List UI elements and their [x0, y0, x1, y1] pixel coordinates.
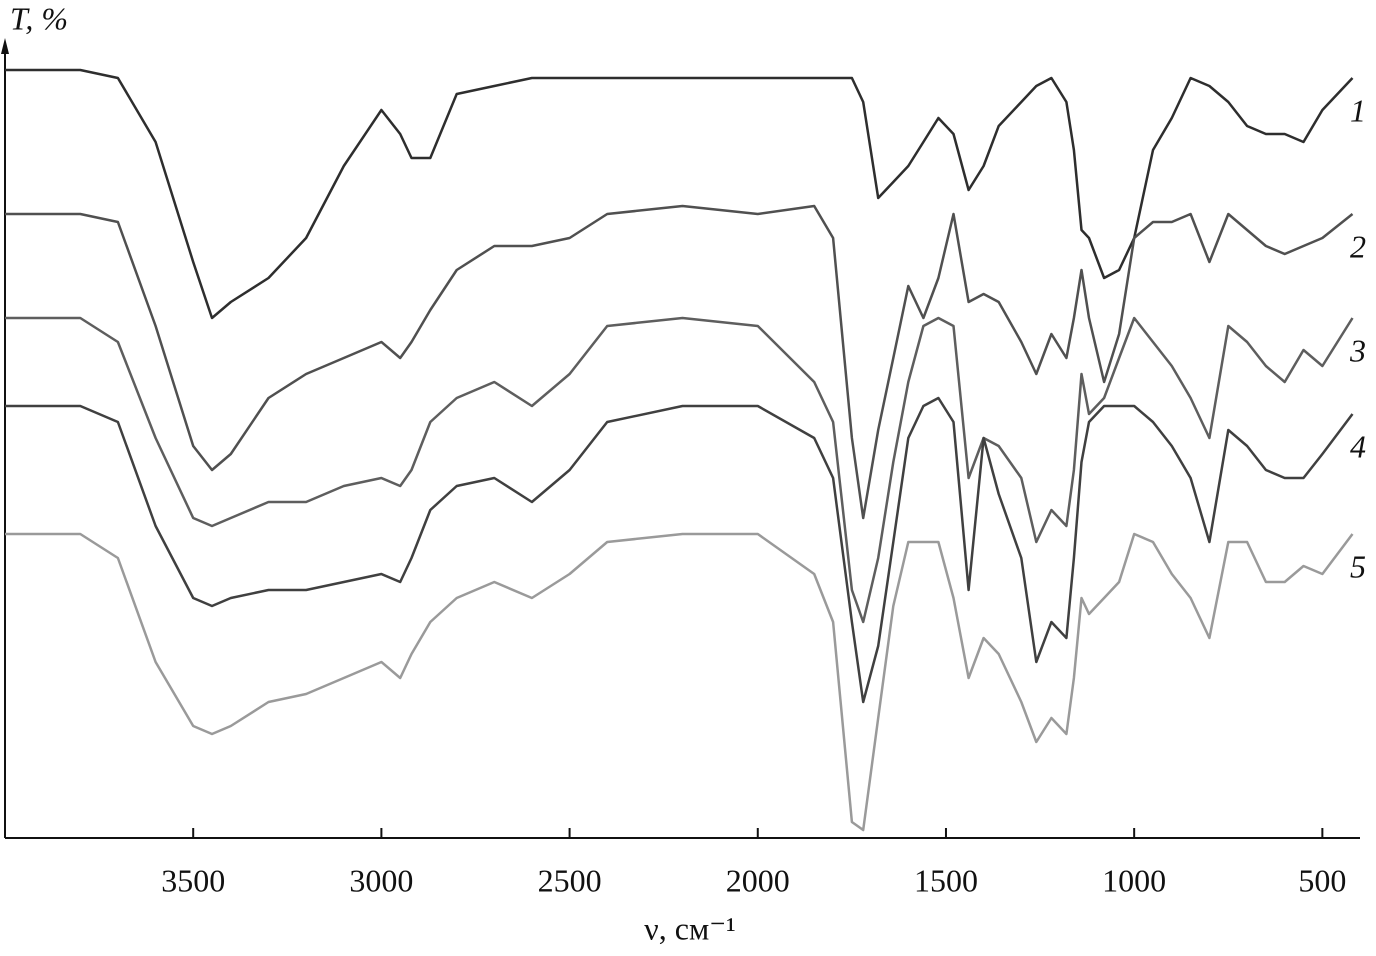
spectrum-line — [5, 68, 1354, 320]
y-axis-label: T, % — [10, 0, 68, 36]
spectrum-line — [5, 204, 1354, 520]
x-tick-label: 3000 — [349, 862, 413, 898]
curve-label: 1 — [1350, 92, 1366, 128]
spectrum-line — [5, 396, 1354, 704]
plot-area: 3500 3000 2500 2000 1500 1000 500 1 2 3 4 5 — [5, 68, 1366, 898]
x-tick-label: 1500 — [914, 862, 978, 898]
x-tick-label: 2000 — [726, 862, 790, 898]
spectrum-line — [5, 532, 1354, 832]
curve-label: 4 — [1350, 428, 1366, 464]
spectrum-line — [5, 316, 1354, 624]
x-tick-label: 500 — [1298, 862, 1346, 898]
y-axis-arrow — [1, 38, 9, 54]
x-tick-label: 1000 — [1102, 862, 1166, 898]
x-tick-label: 3500 — [161, 862, 225, 898]
x-axis-label: ν, см⁻¹ — [644, 910, 735, 946]
curve-label: 3 — [1349, 332, 1366, 368]
curve-label: 5 — [1350, 548, 1366, 584]
x-tick-label: 2500 — [538, 862, 602, 898]
curve-label: 2 — [1350, 228, 1366, 264]
